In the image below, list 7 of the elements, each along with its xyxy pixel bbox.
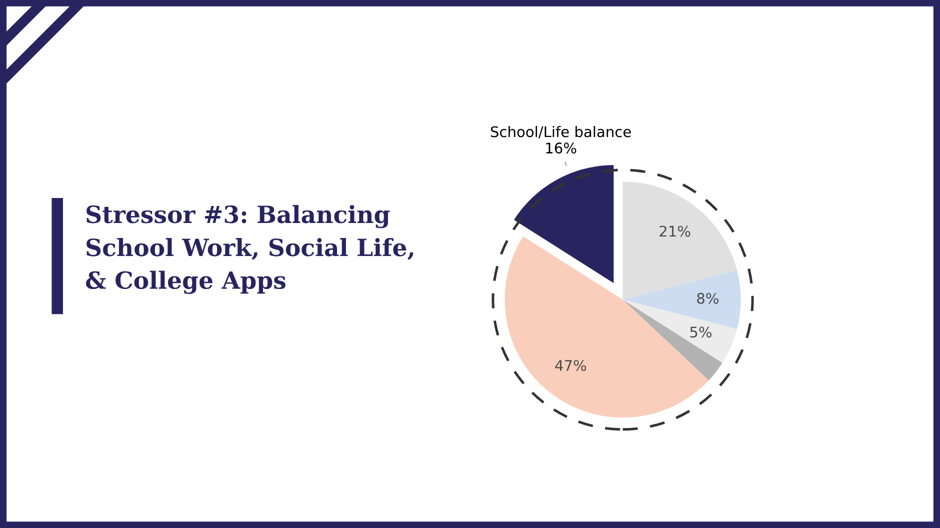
text: Stressor #3: Balancing School Work, Social Life, & College Apps	[86, 205, 414, 294]
slice-label: School/Life balance	[490, 126, 631, 138]
data-label: 21%	[660, 226, 690, 237]
data-label: 8%	[697, 292, 718, 304]
data-label: 5%	[690, 326, 712, 338]
data-label: 47%	[555, 360, 586, 371]
data-label: 16%	[546, 142, 576, 154]
